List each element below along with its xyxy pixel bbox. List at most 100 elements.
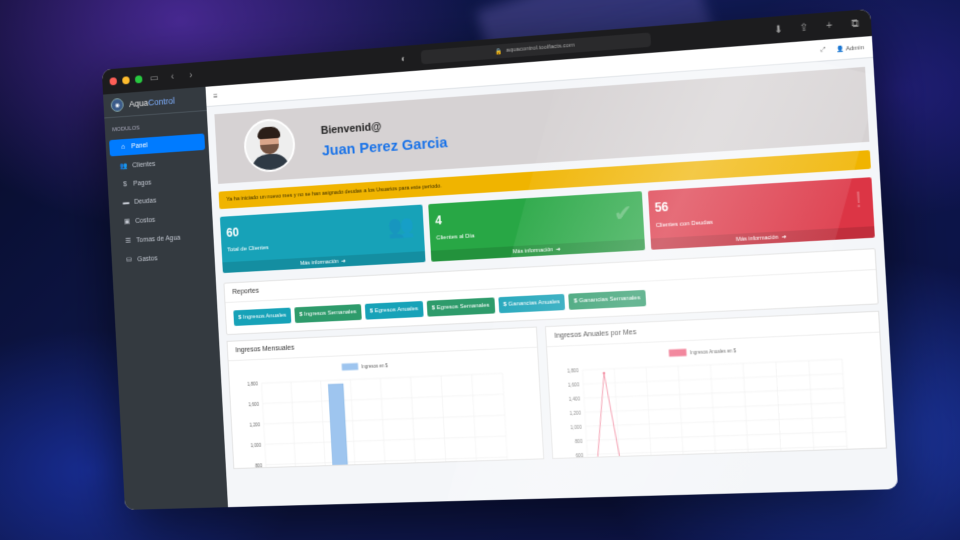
stat-label: Clientes con Deudas: [655, 219, 714, 230]
legend-label: Ingresos Anuales en $: [690, 348, 737, 355]
download-icon[interactable]: ⬇: [773, 23, 784, 36]
sidebar-toggle-icon[interactable]: ▭: [149, 72, 159, 84]
stat-label: Total de Clientes: [227, 245, 269, 254]
grid-line: [776, 362, 781, 453]
users-icon: 👥: [386, 213, 415, 240]
grid-line: [264, 415, 505, 424]
avatar: [242, 117, 297, 174]
tabs-overview-icon[interactable]: ⧉: [850, 17, 860, 30]
y-tick-label: 1,400: [569, 396, 581, 402]
report-button[interactable]: $ Ganancias Semanales: [568, 289, 646, 310]
grid-line: [587, 446, 847, 454]
close-window-button[interactable]: [109, 77, 118, 86]
grid-line: [266, 457, 507, 465]
sidebar-item-label: Clientes: [132, 160, 156, 169]
minimize-window-button[interactable]: [122, 76, 130, 85]
grid-line: [842, 359, 847, 451]
grid-line: [503, 373, 508, 461]
report-button[interactable]: $ Egresos Semanales: [426, 297, 495, 317]
new-tab-icon[interactable]: +: [825, 19, 833, 32]
arrow-circle-icon: ➔: [555, 246, 561, 253]
data-point: [596, 457, 600, 459]
y-tick-label: 1,600: [568, 382, 580, 388]
sidebar-item-label: Gastos: [137, 254, 158, 263]
grid-line: [678, 366, 683, 456]
grid-line: [411, 377, 416, 464]
arrow-circle-icon: ➔: [341, 258, 346, 265]
stat-label: Clientes al Día: [436, 233, 475, 242]
coins-icon: ⛁: [126, 256, 132, 264]
user-name: Admin: [845, 44, 865, 53]
forward-icon[interactable]: ›: [189, 69, 193, 81]
more-info-link[interactable]: Más información ➔: [650, 226, 875, 250]
report-button[interactable]: $ Egresos Anuales: [364, 301, 424, 320]
grid-line: [265, 436, 506, 444]
grid-line: [380, 378, 385, 465]
grid-line: [586, 432, 846, 441]
fullscreen-icon[interactable]: ⤢: [820, 46, 826, 53]
users-icon: 👥: [120, 162, 129, 171]
grid-line: [809, 361, 814, 452]
grid-line: [584, 388, 844, 398]
sidebar-item-gastos[interactable]: ⛁ Gastos: [115, 247, 211, 270]
hamburger-menu-icon[interactable]: ≡: [213, 91, 218, 101]
grid-line: [441, 376, 446, 464]
sidebar-item-label: Deudas: [134, 197, 157, 206]
bars-icon: ☰: [125, 237, 132, 245]
y-tick-label: 1,000: [250, 442, 261, 447]
grid-line: [583, 359, 843, 370]
annual-income-chart: Ingresos Anuales por Mes Ingresos Anuale…: [544, 310, 888, 460]
legend-swatch: [342, 363, 358, 370]
more-info-link[interactable]: Más información ➔: [431, 238, 645, 262]
url-text: aquacontrol.toolfacts.com: [505, 42, 575, 54]
welcome-greeting: Bienvenid@: [320, 120, 382, 137]
y-tick-label: 1,000: [570, 424, 582, 430]
grid-line: [263, 394, 504, 403]
monthly-income-chart: Ingresos Mensuales Ingresos en $1,800 1,6…: [226, 326, 545, 470]
y-tick-label: 1,800: [567, 368, 579, 374]
maximize-window-button[interactable]: [134, 75, 143, 84]
lock-icon: 🔒: [494, 48, 503, 56]
grid-line: [583, 374, 843, 384]
user-menu[interactable]: 👤 Admin: [836, 44, 865, 53]
alert-circle-icon: !: [854, 186, 863, 213]
brand-logo-icon: ◉: [110, 97, 124, 113]
sidebar-item-label: Panel: [131, 142, 148, 151]
shield-icon[interactable]: ◐: [400, 53, 407, 65]
more-info-link[interactable]: Más información ➔: [222, 251, 426, 274]
y-tick-label: 1,800: [247, 381, 258, 386]
stat-value: 56: [654, 199, 669, 215]
money-icon: ▣: [123, 218, 131, 226]
grid-line: [585, 403, 845, 412]
legend-label: Ingresos en $: [361, 363, 388, 369]
grid-line: [583, 370, 588, 458]
grid-line: [586, 417, 846, 426]
welcome-username: Juan Perez Garcia: [321, 133, 448, 159]
report-button[interactable]: $ Ingresos Anuales: [233, 307, 292, 326]
browser-window: ▭ ‹ › ◐ 🔒 aquacontrol.toolfacts.com ⬇ ⇪ …: [101, 8, 899, 510]
report-button[interactable]: $ Ingresos Semanales: [294, 304, 362, 324]
brand-name: AquaControl: [128, 95, 176, 109]
y-tick-label: 800: [575, 438, 583, 443]
grid-line: [262, 383, 267, 468]
grid-line: [743, 363, 748, 454]
main-content: ≡ ⤢ 👤 Admin Bienvenid@ Juan Perez Garcia: [205, 36, 899, 508]
grid-line: [350, 380, 355, 467]
card-icon: ▬: [122, 199, 130, 207]
y-tick-label: 1,200: [569, 410, 581, 416]
arrow-circle-icon: ➔: [781, 233, 787, 241]
report-button[interactable]: $ Ganancias Anuales: [497, 293, 566, 314]
grid-line: [262, 373, 503, 383]
legend-swatch: [669, 349, 686, 356]
sidebar-item-label: Pagos: [133, 179, 152, 188]
share-icon[interactable]: ⇪: [799, 21, 809, 34]
y-tick-label: 1,200: [249, 422, 260, 427]
grid-line: [471, 374, 478, 463]
grid-line: [321, 381, 326, 467]
stat-box: 60 Total de Clientes 👥 Más información ➔: [219, 204, 426, 274]
grid-line: [614, 369, 619, 458]
dollar-icon: $: [123, 181, 128, 189]
check-circle-icon: ✔: [612, 199, 634, 227]
sidebar-item-label: Tomas de Agua: [136, 234, 181, 244]
back-icon[interactable]: ‹: [170, 71, 175, 83]
